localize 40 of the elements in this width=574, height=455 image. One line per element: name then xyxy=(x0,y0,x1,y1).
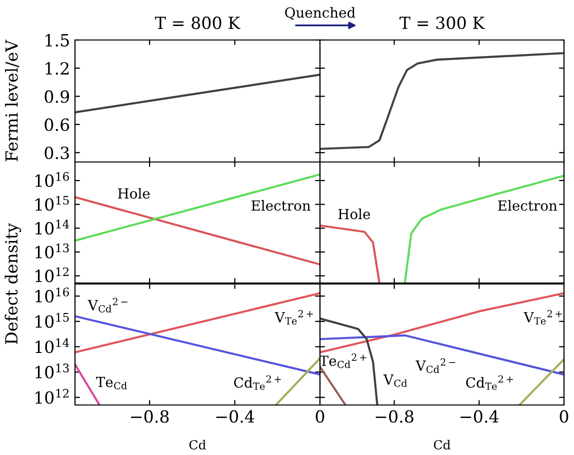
annotation: V$_{Cd}$$^{2−}$ xyxy=(88,298,128,312)
annotation: Electron xyxy=(252,200,310,211)
annotation: V$_{Te}$$^{2+}$ xyxy=(524,310,562,325)
annotation: V$_{Te}$$^{2+}$ xyxy=(274,310,313,325)
x-tick-label: −0.4 xyxy=(460,410,499,423)
annotation: Cd$_{Te}$$^{2+}$ xyxy=(466,375,513,390)
x-tick-label: 0 xyxy=(560,410,568,423)
y-tick-label: 0.6 xyxy=(44,118,70,132)
x-tick-label: 0 xyxy=(316,410,324,423)
y-tick-label: 0.9 xyxy=(44,90,70,103)
y-tick-label: 1.2 xyxy=(46,62,69,75)
x-tick-label: −0.8 xyxy=(131,410,169,423)
y-tick-label: 1.5 xyxy=(46,34,69,47)
annotation: Electron xyxy=(498,200,558,211)
annotation: Cd$_{Te}$$^{2+}$ xyxy=(234,375,281,390)
x-tick-label: −0.4 xyxy=(216,410,254,423)
chart-title: T = 300 K xyxy=(400,16,485,30)
annotation: Te$_{Cd}$ xyxy=(96,376,127,390)
text: Quenched xyxy=(285,7,356,20)
y-tick-label: 10$^{15}$ xyxy=(36,312,69,328)
y-tick-label: 0.3 xyxy=(44,146,69,160)
y-tick-label: 10$^{15}$ xyxy=(36,196,69,211)
y-tick-label: 10$^{14}$ xyxy=(36,220,70,235)
y-tick-label: 10$^{16}$ xyxy=(36,288,69,303)
annotation: Hole xyxy=(118,188,150,199)
y-tick-label: 10$^{13}$ xyxy=(36,244,69,258)
y-axis-title: Fermi level/eV xyxy=(4,40,20,162)
annotation: V$_{Cd}$$^{2−}$ xyxy=(416,358,456,373)
x-tick-label: −0.8 xyxy=(376,410,414,423)
annotation: V$_{Cd}$ xyxy=(383,374,408,387)
y-tick-label: 10$^{16}$ xyxy=(36,172,69,187)
y-tick-label: 10$^{12}$ xyxy=(36,267,69,282)
y-tick-label: 10$^{12}$ xyxy=(36,388,69,404)
x-axis-title: Cd xyxy=(434,440,450,450)
y-axis-title: Defect density xyxy=(4,223,22,344)
x-axis-title: Cd xyxy=(189,440,206,450)
annotation: Hole xyxy=(338,208,370,220)
y-tick-label: 10$^{14}$ xyxy=(36,338,70,354)
y-tick-label: 10$^{13}$ xyxy=(36,364,69,379)
chart-title: T = 800 K xyxy=(155,16,240,30)
